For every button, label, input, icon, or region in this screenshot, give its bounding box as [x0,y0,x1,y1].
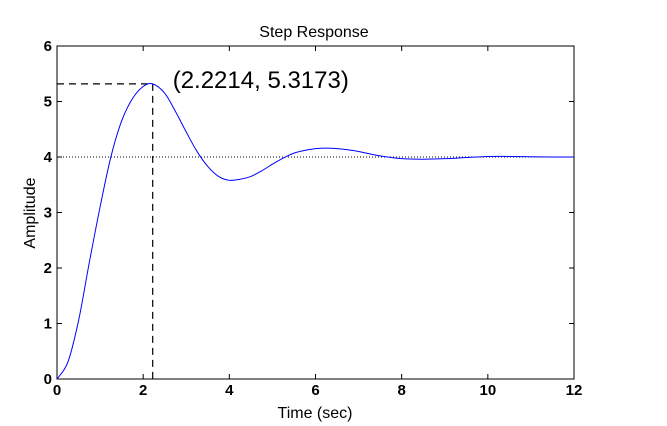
x-tick-label: 10 [479,382,496,399]
peak-annotation-label: (2.2214, 5.3173) [173,67,349,94]
y-tick-label: 4 [44,149,53,166]
x-tick-label: 4 [225,382,234,399]
y-tick-label: 1 [44,316,52,333]
y-tick-label: 6 [44,38,52,55]
chart-title: Step Response [259,24,369,41]
x-tick-label: 12 [566,382,583,399]
y-axis-label: Amplitude [22,177,39,248]
y-tick-label: 5 [44,94,52,111]
step-response-line [56,82,575,380]
y-tick-label: 2 [44,260,52,277]
x-tick-label: 6 [311,382,319,399]
x-tick-label: 2 [139,382,147,399]
y-tick-label: 3 [44,205,52,222]
x-tick-label: 0 [53,382,61,399]
x-axis-label: Time (sec) [278,405,353,422]
y-tick-label: 0 [44,371,52,388]
x-tick-label: 8 [397,382,405,399]
